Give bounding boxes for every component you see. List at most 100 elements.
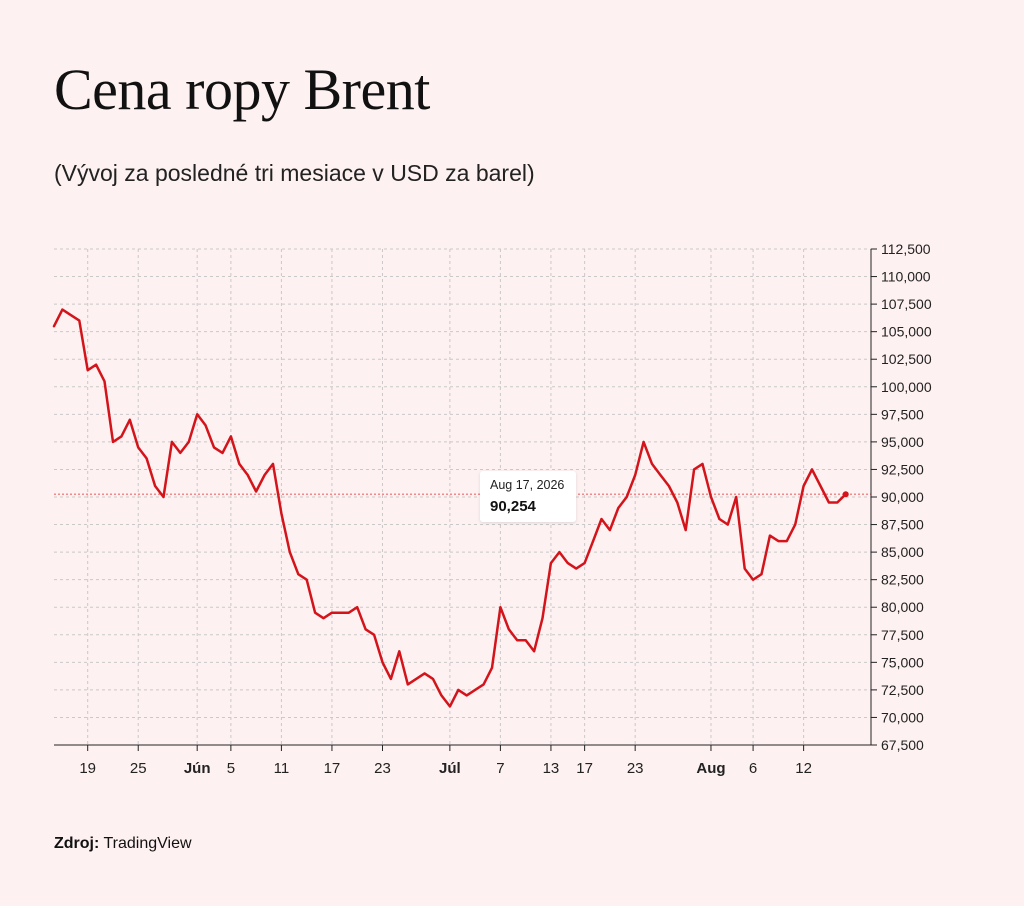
y-tick-label: 80,000 [881,599,924,615]
data-point [246,474,249,476]
data-point [727,523,729,526]
data-point [154,485,156,487]
data-point [137,446,140,449]
data-point [659,474,662,476]
data-point [668,485,670,487]
data-point [86,369,89,372]
data-point [642,441,645,443]
data-point [221,452,224,454]
source-label: Zdroj: [54,835,100,852]
data-point [651,463,653,465]
data-point [609,529,611,531]
data-point [238,463,241,465]
data-point [541,617,544,620]
y-tick-label: 95,000 [881,434,924,450]
data-point [95,363,97,366]
chart-title: Cena ropy Brent [54,57,430,122]
value-tooltip: Aug 17, 2026 90,254 [480,471,576,522]
data-point [145,457,148,460]
source-note: Zdroj: TradingView [54,835,192,853]
axes [54,248,877,751]
data-point [129,419,131,421]
y-tick-label: 100,000 [881,379,932,395]
x-tick-label: 23 [374,760,391,777]
data-point [558,551,561,553]
y-tick-label: 77,500 [881,627,924,643]
data-point [592,540,594,542]
y-tick-label: 112,500 [881,241,931,257]
y-tick-label: 102,500 [881,351,932,367]
data-point [398,650,401,653]
data-point [508,628,510,631]
y-tick-label: 82,500 [881,572,924,588]
y-tick-label: 70,000 [881,709,924,725]
data-point [179,452,182,454]
data-point [331,611,333,614]
data-point [339,611,342,614]
source-value: TradingView [103,835,192,852]
data-point [255,490,257,493]
data-point [314,611,316,614]
y-tick-label: 90,000 [881,489,924,505]
data-point [752,578,754,581]
data-point [112,441,114,443]
x-tick-label: 6 [749,760,757,777]
data-point [70,314,72,316]
data-point [836,501,839,504]
data-point [449,705,451,708]
data-point [583,562,586,564]
data-point [777,540,780,542]
data-point [676,501,679,504]
data-point [491,667,493,669]
y-tick-label: 92,500 [881,461,924,477]
data-point [710,496,712,498]
data-point [280,512,283,515]
data-point [381,661,384,664]
y-tick-label: 87,500 [881,517,924,533]
data-point [415,678,417,680]
data-point [364,628,367,631]
x-tick-label: 5 [227,760,235,777]
data-point [440,694,443,697]
data-point [474,689,476,691]
data-point [406,683,409,686]
grid-lines [54,248,871,746]
data-point [802,485,805,487]
tooltip-date: Aug 17, 2026 [490,478,565,492]
y-tick-label: 67,500 [881,737,924,753]
y-tick-label: 85,000 [881,544,924,560]
data-point [103,380,106,383]
data-point [533,650,535,653]
data-point [735,496,738,498]
data-point [516,639,519,642]
data-point [701,463,704,465]
data-point [61,308,64,311]
data-point [322,617,325,620]
data-point [785,540,788,542]
y-tick-label: 107,500 [881,296,932,312]
chart-subtitle: (Vývoj za posledné tri mesiace v USD za … [54,160,535,186]
y-tick-label: 105,000 [881,324,932,340]
x-tick-label: Júl [439,760,461,777]
y-tick-label: 75,000 [881,654,924,670]
data-point [600,518,603,520]
data-point [811,468,813,471]
data-point [213,446,215,449]
data-point [743,567,746,570]
data-point [769,534,771,537]
x-tick-label: 17 [324,760,341,777]
data-point [230,435,232,438]
data-point [356,606,359,609]
data-point [272,463,274,465]
data-point [465,694,468,697]
data-point [684,529,687,531]
y-tick-label: 97,500 [881,406,924,422]
tooltip-value: 90,254 [490,498,536,515]
data-point [482,683,485,686]
data-point [120,435,123,438]
tick-labels: 112,500 110,000 107,500 105,000 102,500 100,0… [79,241,931,777]
data-point [718,518,721,520]
data-point [566,562,569,564]
data-point [263,474,266,476]
